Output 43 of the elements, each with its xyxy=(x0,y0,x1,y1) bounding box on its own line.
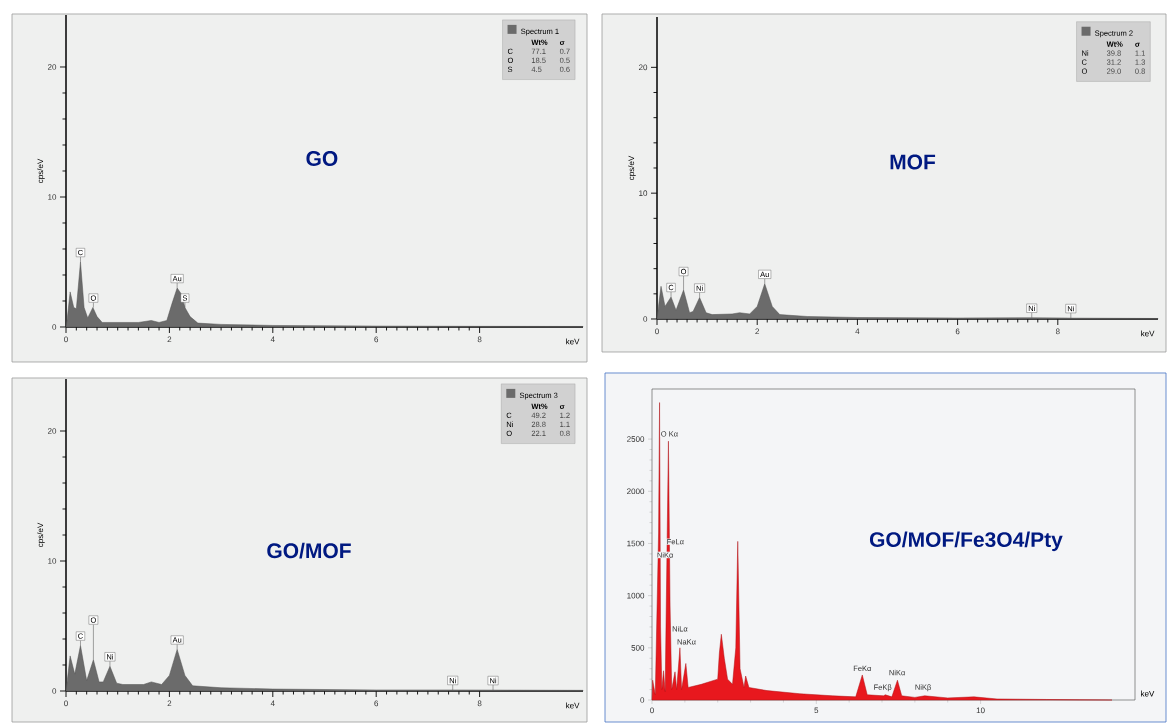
x-tick-label: 4 xyxy=(855,328,860,335)
y-tick-label: 10 xyxy=(639,190,648,196)
y-axis-title: cps/eV xyxy=(37,522,45,547)
y-axis-title: cps/eV xyxy=(37,158,45,183)
x-axis-title: keV xyxy=(1141,690,1155,697)
x-tick-label: 0 xyxy=(655,328,659,335)
y-tick-label: 1000 xyxy=(627,592,645,599)
y-tick-label: 0 xyxy=(52,324,57,330)
y-tick-label: 0 xyxy=(643,316,648,322)
x-tick-label: 4 xyxy=(270,700,275,707)
y-tick-label: 2500 xyxy=(627,436,645,442)
text: MOF xyxy=(890,154,936,170)
x-tick-label: 6 xyxy=(374,336,379,343)
x-tick-label: 5 xyxy=(814,707,819,714)
y-tick-label: 20 xyxy=(47,428,57,434)
y-tick-label: 1500 xyxy=(627,540,645,547)
y-axis-title: cps/eV xyxy=(628,155,636,180)
x-tick-label: 10 xyxy=(976,707,985,714)
x-axis-title: keV xyxy=(566,702,580,709)
y-tick-label: 10 xyxy=(48,558,57,564)
x-axis-title: keV xyxy=(566,338,580,345)
x-tick-label: 2 xyxy=(167,336,172,343)
y-tick-label: 10 xyxy=(48,194,57,200)
x-tick-label: 0 xyxy=(650,707,654,714)
x-tick-label: 6 xyxy=(374,700,379,707)
y-tick-label: 500 xyxy=(631,644,645,651)
x-tick-label: 2 xyxy=(167,700,172,707)
x-tick-label: 4 xyxy=(270,336,275,343)
x-tick-label: 2 xyxy=(755,328,760,335)
text: GO xyxy=(306,151,338,166)
y-tick-label: 20 xyxy=(638,64,648,71)
x-tick-label: 8 xyxy=(477,700,482,707)
x-tick-label: 8 xyxy=(477,336,482,343)
y-tick-label: 20 xyxy=(47,64,57,70)
x-tick-label: 6 xyxy=(955,328,960,335)
y-tick-label: 2000 xyxy=(627,488,645,495)
text: GO/MOF xyxy=(267,542,351,559)
x-tick-label: 8 xyxy=(1055,328,1060,335)
x-tick-label: 0 xyxy=(64,700,68,707)
text: GO/MOF/Fe3O4/Pty xyxy=(869,531,1063,552)
y-tick-label: 0 xyxy=(52,688,57,694)
x-axis-title: keV xyxy=(1141,330,1155,337)
x-tick-label: 0 xyxy=(64,336,68,343)
